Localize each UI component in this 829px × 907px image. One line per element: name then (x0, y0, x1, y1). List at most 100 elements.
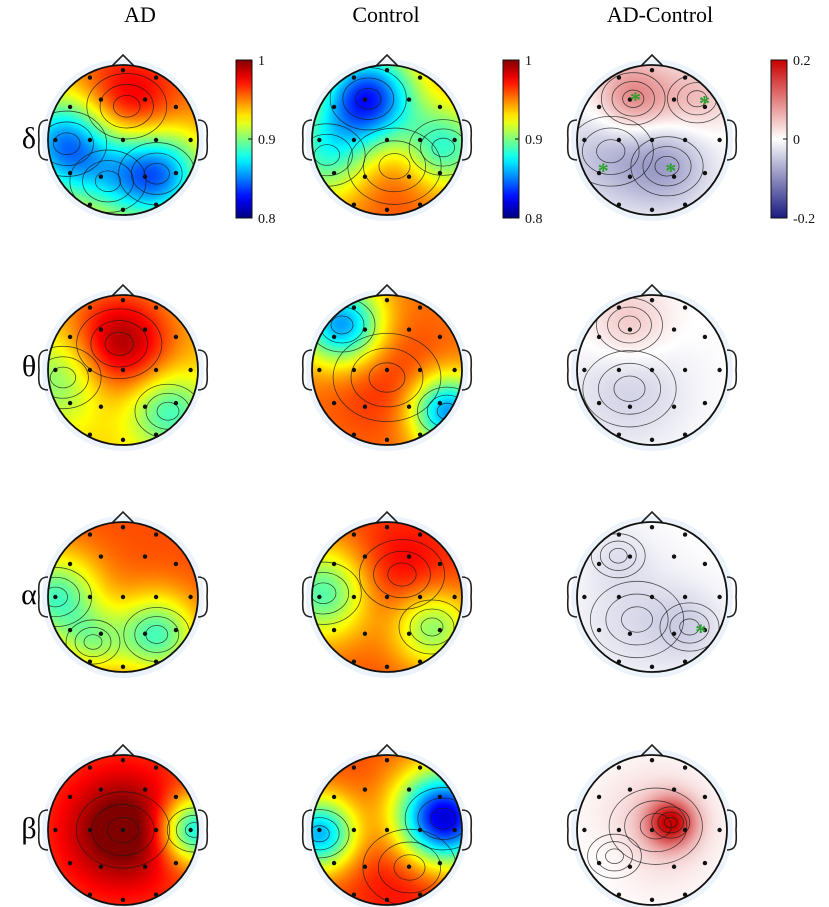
electrode-dot (582, 137, 587, 143)
significance-marker: * (598, 158, 609, 183)
contour-line (134, 616, 180, 653)
electrode-dot (317, 827, 322, 833)
electrode-dot (317, 367, 322, 373)
electrode-dot (384, 897, 390, 903)
electrode-dot (649, 664, 655, 670)
right-ear-outline (461, 349, 473, 391)
contour-line (53, 132, 81, 156)
electrode-dot (67, 400, 73, 406)
topomap-0 (37, 53, 209, 221)
electrode-dot (627, 174, 633, 179)
electrode-dot (627, 404, 633, 409)
right-ear-outline (197, 809, 209, 851)
electrode-dot (671, 864, 677, 869)
electrode-dot (351, 594, 357, 600)
contour-line (48, 356, 89, 399)
electrode-dot (702, 860, 708, 866)
electrode-dot (616, 367, 622, 373)
electrode-dot (682, 765, 688, 770)
colorbar-tick-label: 1 (525, 54, 532, 69)
colorbar-tick-label: 0.9 (258, 133, 276, 148)
contour-line (618, 315, 641, 335)
contour-line (312, 809, 350, 859)
electrode-dot (702, 627, 708, 633)
topomap-9 (37, 743, 209, 907)
electrode-dot (717, 827, 722, 833)
left-ear-outline (566, 119, 578, 161)
electrode-dot (98, 787, 104, 792)
electrode-dot (437, 860, 443, 866)
electrode-dot (153, 594, 159, 600)
contour-line (65, 619, 121, 665)
electrode-dot (702, 104, 708, 110)
electrode-dot (627, 864, 633, 869)
significance-marker: * (695, 619, 706, 644)
electrode-dot (87, 305, 93, 310)
colorbar-0: 1 0.9 0.8 (235, 54, 276, 227)
electrode-dot (331, 334, 337, 340)
contour-line (48, 576, 80, 618)
electrode-dot (120, 827, 126, 833)
electrode-dot (384, 67, 390, 73)
right-ear-outline (197, 576, 209, 618)
contour-line (107, 816, 139, 844)
contour-line (420, 617, 444, 637)
electrode-dot (331, 860, 337, 866)
electrode-dot (120, 594, 126, 600)
topomap-10 (301, 743, 473, 907)
electrode-dot (616, 305, 622, 310)
electrode-dot (384, 367, 390, 373)
electrode-dot (153, 367, 159, 373)
electrode-dot (437, 104, 443, 110)
electrode-dot (616, 827, 622, 833)
contour-line (83, 634, 103, 650)
colorbar-tick-label: 1 (258, 54, 265, 69)
electrode-dot (616, 765, 622, 770)
contour-line (312, 582, 337, 605)
electrode-dot (173, 561, 179, 567)
topomap-7 (301, 510, 473, 678)
electrode-dot (173, 400, 179, 406)
electrode-dot (87, 367, 93, 373)
electrode-dot (87, 659, 93, 664)
electrode-dot (87, 137, 93, 143)
colorbar-group: 1 0.9 0.8 1 0.9 0.8 0.2 0 -0.2 (235, 54, 815, 227)
contour-line (86, 73, 168, 140)
electrode-dot (173, 794, 179, 800)
colorbar-1: 1 0.9 0.8 (502, 54, 543, 227)
nose-outline (110, 53, 136, 68)
contour-line (408, 119, 462, 176)
contour-line (589, 580, 685, 659)
contour-line (330, 315, 354, 335)
contour-line (624, 800, 688, 853)
contour-line (582, 350, 677, 428)
colorbar-tick-label: 0.8 (258, 212, 276, 227)
electrode-dot (362, 327, 368, 332)
electrode-dot (384, 827, 390, 833)
electrode-dot (153, 432, 159, 437)
electrode-dot (417, 532, 423, 537)
electrode-dot (317, 137, 322, 143)
electrode-dot (362, 174, 368, 179)
nose-outline (110, 743, 136, 758)
electrode-dot (671, 404, 677, 409)
electrode-dot (417, 75, 423, 80)
electrode-dot (120, 67, 126, 73)
column-title-ad-control: AD-Control (606, 2, 714, 27)
contour-line (377, 841, 442, 894)
nose-outline (110, 510, 136, 525)
contour-line (630, 136, 704, 197)
nose-outline (374, 283, 400, 298)
topomap-grid: * * * * * (37, 53, 738, 907)
electrode-dot (682, 827, 688, 833)
contour-line (74, 626, 112, 658)
electrode-dot (142, 97, 148, 102)
left-ear-outline (301, 119, 313, 161)
contour-line (605, 848, 624, 864)
contour-line (312, 817, 340, 851)
contour-line (362, 140, 427, 193)
contour-line (350, 347, 424, 408)
head-outline (47, 64, 199, 216)
head-outline (311, 521, 463, 673)
electrode-dot (153, 137, 159, 143)
